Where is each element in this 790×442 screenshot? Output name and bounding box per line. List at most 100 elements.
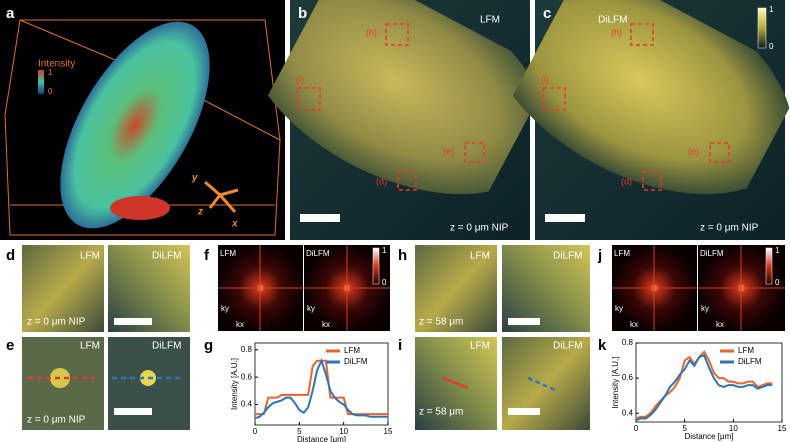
legend-label: DiLFM <box>738 357 762 366</box>
scale-bar <box>114 408 152 415</box>
axis-label: kx <box>716 320 724 329</box>
image-title: DiLFM <box>152 251 181 262</box>
colorbar-min: 0 <box>48 87 53 96</box>
depth-label: z = 58 μm <box>419 407 463 418</box>
depth-label: z = 0 μm NIP <box>27 415 86 426</box>
colorbar-min: 0 <box>382 278 387 287</box>
roi <box>464 142 485 163</box>
volume-base <box>110 196 170 220</box>
colorbar-max: 1 <box>769 5 774 14</box>
data-line <box>254 358 388 420</box>
panel-label: h <box>398 247 407 264</box>
x-tick-label: 5 <box>682 424 687 433</box>
roi <box>297 87 321 111</box>
y-tick-label: 0.6 <box>241 372 253 381</box>
data-line <box>635 354 773 422</box>
panel-title: LFM <box>480 15 500 26</box>
roi-label: (i) <box>541 74 549 84</box>
scale-bar <box>114 318 152 325</box>
axis-label: ky <box>701 304 709 313</box>
image-title: LFM <box>614 249 630 258</box>
roi-label: (i) <box>296 74 304 84</box>
panel-label: a <box>6 5 15 22</box>
colorbar-max: 1 <box>48 68 53 77</box>
roi <box>542 87 566 111</box>
volume <box>60 21 210 229</box>
roi <box>642 171 662 191</box>
axis-label: ky <box>221 304 229 313</box>
panel-label: j <box>597 247 602 264</box>
axes-arrows <box>204 180 239 213</box>
panel-label: d <box>6 247 15 264</box>
depth-label: z = 0 μm NIP <box>700 223 759 234</box>
x-tick-label: 10 <box>339 427 348 436</box>
image-lfm <box>415 245 497 332</box>
colorbar-min: 0 <box>769 42 774 51</box>
y-tick-label: 0.4 <box>622 408 634 417</box>
x-tick-label: 5 <box>297 427 302 436</box>
image-title: DiLFM <box>306 249 330 258</box>
x-tick-label: 0 <box>253 427 258 436</box>
axis-label: ky <box>307 304 315 313</box>
roi-label: (e) <box>443 146 454 156</box>
panel-label: g <box>204 337 213 354</box>
panel-label: c <box>543 5 551 22</box>
scale-bar <box>545 214 585 222</box>
axis-label: kx <box>236 320 244 329</box>
roi-label: (d) <box>621 176 632 186</box>
data-line <box>635 350 773 420</box>
colorbar <box>765 247 773 285</box>
roi <box>385 23 409 46</box>
axis-label: y <box>191 173 198 184</box>
panel-label: b <box>298 5 307 22</box>
scale-bar <box>508 318 540 325</box>
legend-label: LFM <box>738 346 754 355</box>
panel-label: f <box>204 247 210 264</box>
axis-label: x <box>231 219 238 230</box>
spectrum-axes <box>612 245 785 331</box>
colorbar <box>757 7 767 49</box>
plot-frame <box>635 342 783 423</box>
roi-label: (h) <box>611 27 622 37</box>
legend-label: DiLFM <box>344 357 368 366</box>
image-title: LFM <box>470 251 490 262</box>
x-tick-label: 0 <box>634 424 639 433</box>
profile-line <box>442 376 469 390</box>
image-title: LFM <box>470 341 490 352</box>
axis-label: ky <box>615 304 623 313</box>
data-line <box>255 359 388 416</box>
depth-label: z = 58 μm <box>419 317 463 328</box>
x-tick-label: 15 <box>384 427 393 436</box>
spectrum-axes <box>218 245 390 331</box>
roi <box>397 171 417 191</box>
image-title: DiLFM <box>553 251 582 262</box>
roi-label: (d) <box>376 176 387 186</box>
y-tick-label: 0.4 <box>241 400 253 409</box>
colorbar-min: 0 <box>775 278 780 287</box>
image-title: DiLFM <box>152 341 181 352</box>
colorbar <box>372 247 380 285</box>
image-dilfm <box>108 245 190 332</box>
roi-label: (h) <box>366 27 377 37</box>
panel-label: i <box>398 337 402 354</box>
colorbar <box>38 70 44 94</box>
y-axis-label: Intensity [A.U.] <box>611 356 620 408</box>
colorbar-max: 1 <box>382 246 387 255</box>
depth-label: z = 0 μm NIP <box>27 317 86 328</box>
image-title: LFM <box>80 251 100 262</box>
axis-label: kx <box>322 320 330 329</box>
x-tick-label: 10 <box>729 424 738 433</box>
y-axis-label: Intensity [A.U.] <box>230 358 239 410</box>
panel-title: DiLFM <box>598 15 627 26</box>
scale-bar <box>300 214 340 222</box>
x-tick-label: 15 <box>778 424 787 433</box>
roi <box>630 23 654 46</box>
axis-label: kx <box>630 320 638 329</box>
panel-label: k <box>598 337 607 354</box>
y-tick-label: 0.8 <box>622 338 634 347</box>
y-tick-label: 0.6 <box>622 373 634 382</box>
depth-label: z = 0 μm NIP <box>450 223 509 234</box>
x-axis-label: Distance [μm] <box>297 435 346 442</box>
scale-bar <box>508 408 540 415</box>
